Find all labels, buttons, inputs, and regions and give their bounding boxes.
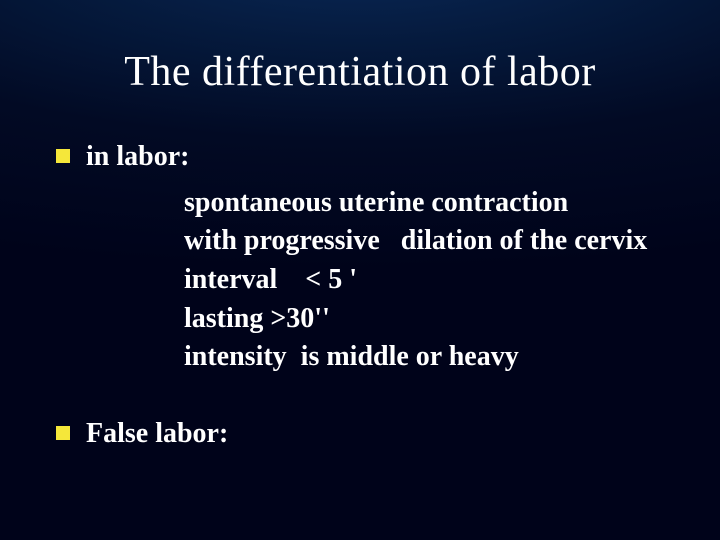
bullet-label: in labor: [86, 138, 189, 176]
bullet-item-1: False labor: [56, 415, 664, 453]
sub-line: interval < 5 ' [184, 261, 664, 300]
slide: The differentiation of labor in labor: s… [0, 0, 720, 540]
square-bullet-icon [56, 426, 70, 440]
sub-line: with progressive dilation of the cervix [184, 222, 664, 261]
sub-line: intensity is middle or heavy [184, 338, 664, 377]
sub-line: spontaneous uterine contraction [184, 184, 664, 223]
bullet-label: False labor: [86, 415, 228, 453]
sub-block-0: spontaneous uterine contraction with pro… [184, 184, 664, 377]
slide-title: The differentiation of labor [56, 48, 664, 96]
bullet-item-0: in labor: [56, 138, 664, 176]
square-bullet-icon [56, 149, 70, 163]
sub-line: lasting >30'' [184, 300, 664, 339]
